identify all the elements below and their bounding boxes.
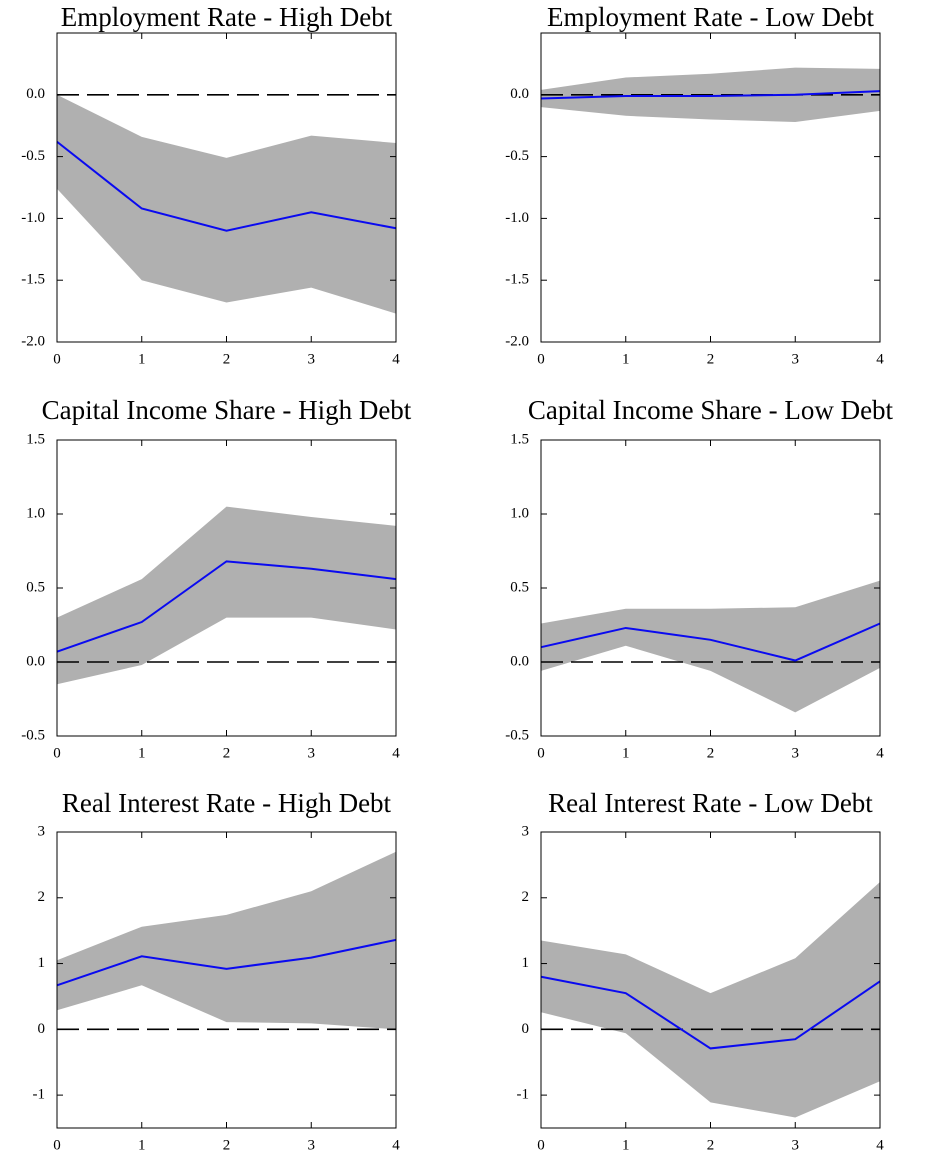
y-tick-label: -0.5 (21, 727, 45, 743)
x-tick-label: 3 (308, 745, 316, 761)
x-tick-label: 0 (537, 1137, 545, 1153)
x-tick-label: 0 (53, 1137, 61, 1153)
y-tick-label: -0.5 (505, 727, 529, 743)
confidence-band (57, 506, 396, 685)
y-tick-label: 1.0 (510, 505, 529, 521)
x-tick-label: 1 (622, 1137, 630, 1153)
y-tick-label: 1.5 (510, 431, 529, 447)
x-tick-label: 1 (138, 1137, 146, 1153)
y-tick-label: 3 (38, 823, 46, 839)
y-tick-label: -2.0 (21, 333, 45, 349)
y-tick-label: 0.5 (510, 579, 529, 595)
y-tick-label: 2 (38, 889, 46, 905)
panel-title: Real Interest Rate - High Debt (62, 788, 392, 818)
y-tick-label: 0.0 (26, 653, 45, 669)
y-tick-label: 0.5 (26, 579, 45, 595)
y-tick-label: -1 (517, 1087, 530, 1103)
x-tick-label: 2 (707, 1137, 715, 1153)
x-tick-label: 3 (308, 351, 316, 367)
y-tick-label: -0.5 (21, 148, 45, 164)
x-tick-label: 0 (53, 351, 61, 367)
y-tick-label: 1.0 (26, 505, 45, 521)
response-line (540, 90, 881, 100)
y-tick-label: 1 (38, 955, 46, 971)
x-tick-label: 4 (876, 351, 884, 367)
x-tick-label: 2 (707, 351, 715, 367)
y-tick-label: 0.0 (26, 86, 45, 102)
x-tick-label: 0 (537, 351, 545, 367)
x-tick-label: 1 (622, 351, 630, 367)
y-tick-label: 0.0 (510, 86, 529, 102)
y-tick-label: -1 (33, 1087, 46, 1103)
x-tick-label: 3 (792, 1137, 800, 1153)
y-tick-label: -1.5 (505, 272, 529, 288)
y-tick-label: 2 (522, 889, 530, 905)
x-tick-label: 4 (876, 1137, 884, 1153)
response-line (540, 975, 881, 1050)
x-tick-label: 4 (392, 745, 400, 761)
y-tick-label: 0 (38, 1021, 46, 1037)
y-tick-label: 3 (522, 823, 530, 839)
x-tick-label: 4 (392, 351, 400, 367)
x-tick-label: 3 (792, 745, 800, 761)
confidence-band (541, 580, 880, 713)
x-tick-label: 2 (707, 745, 715, 761)
y-tick-label: -2.0 (505, 333, 529, 349)
response-line (56, 140, 397, 232)
panel-title: Real Interest Rate - Low Debt (548, 788, 873, 818)
y-tick-label: -1.0 (21, 210, 45, 226)
panel-title: Capital Income Share - High Debt (42, 395, 412, 425)
confidence-band (541, 881, 880, 1118)
y-tick-label: 0.0 (510, 653, 529, 669)
confidence-band (57, 94, 396, 314)
x-tick-label: 4 (392, 1137, 400, 1153)
x-tick-label: 3 (792, 351, 800, 367)
y-tick-label: -1.0 (505, 210, 529, 226)
x-tick-label: 1 (622, 745, 630, 761)
y-tick-label: 0 (522, 1021, 530, 1037)
response-line (56, 560, 397, 653)
x-tick-label: 1 (138, 745, 146, 761)
confidence-band (57, 851, 396, 1030)
y-tick-label: -1.5 (21, 272, 45, 288)
x-tick-label: 2 (223, 1137, 231, 1153)
x-tick-label: 0 (53, 745, 61, 761)
x-tick-label: 2 (223, 351, 231, 367)
panel-title: Employment Rate - High Debt (61, 2, 393, 32)
x-tick-label: 3 (308, 1137, 316, 1153)
x-tick-label: 4 (876, 745, 884, 761)
panel-title: Capital Income Share - Low Debt (528, 395, 894, 425)
panel-title: Employment Rate - Low Debt (547, 2, 874, 32)
response-line (56, 938, 397, 987)
y-tick-label: 1.5 (26, 431, 45, 447)
x-tick-label: 2 (223, 745, 231, 761)
y-tick-label: 1 (522, 955, 530, 971)
x-tick-label: 1 (138, 351, 146, 367)
y-tick-label: -0.5 (505, 148, 529, 164)
x-tick-label: 0 (537, 745, 545, 761)
response-line (540, 622, 881, 662)
